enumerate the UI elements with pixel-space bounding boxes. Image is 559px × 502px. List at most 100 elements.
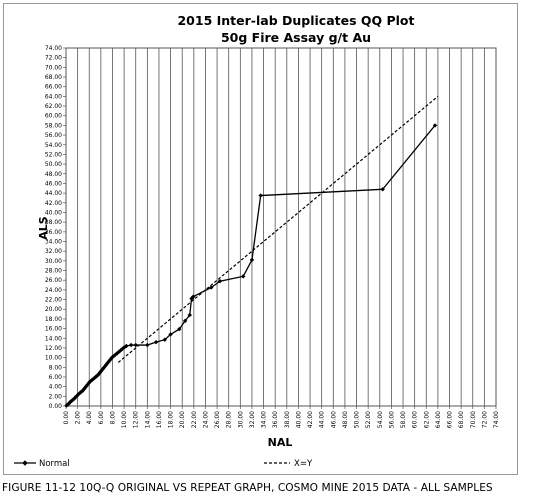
chart-frame xyxy=(3,3,518,475)
series-xy-line xyxy=(117,95,439,363)
data-point xyxy=(191,294,196,299)
x-tick-label: 38.00 xyxy=(284,411,291,428)
data-point xyxy=(145,342,150,348)
x-tick-label: 62.00 xyxy=(423,411,430,428)
x-tick-label: 66.00 xyxy=(447,411,454,428)
x-tick-label: 6.00 xyxy=(98,411,105,425)
y-tick-label: 26.00 xyxy=(45,277,62,284)
x-tick-label: 72.00 xyxy=(481,411,488,428)
y-tick-label: 58.00 xyxy=(45,122,62,129)
data-point xyxy=(114,351,120,356)
data-point xyxy=(187,312,192,318)
x-tick-label: 74.00 xyxy=(493,411,500,428)
y-tick-label: 36.00 xyxy=(45,229,62,236)
data-point xyxy=(162,337,167,342)
y-axis-ticks: 0.00 2.00 4.00 6.00 8.00 10.00 12.00 14.00 16.00… xyxy=(45,45,66,410)
data-point xyxy=(133,342,138,348)
x-tick-label: 20.00 xyxy=(179,411,186,428)
data-point xyxy=(107,358,112,363)
y-tick-label: 40.00 xyxy=(45,209,62,216)
y-tick-label: 0.00 xyxy=(49,403,63,410)
data-point xyxy=(380,187,385,192)
y-tick-label: 64.00 xyxy=(45,93,62,100)
legend-normal-marker xyxy=(22,460,28,466)
x-tick-label: 0.00 xyxy=(63,411,70,425)
y-tick-label: 38.00 xyxy=(45,219,62,226)
y-tick-label: 16.00 xyxy=(45,326,62,333)
series-layer xyxy=(64,95,439,408)
legend-xy-label: X=Y xyxy=(294,459,313,469)
x-tick-label: 70.00 xyxy=(470,411,477,428)
x-tick-label: 14.00 xyxy=(144,411,151,428)
x-tick-label: 36.00 xyxy=(272,411,279,428)
x-tick-label: 58.00 xyxy=(400,411,407,428)
plot-border xyxy=(65,47,497,407)
y-tick-label: 52.00 xyxy=(45,151,62,158)
figure-caption: FIGURE 11-12 10Q-Q ORIGINAL VS REPEAT GR… xyxy=(2,482,493,494)
data-point xyxy=(81,386,87,392)
legend: Normal X=Y xyxy=(14,459,313,469)
x-tick-label: 8.00 xyxy=(109,411,116,425)
y-tick-label: 32.00 xyxy=(45,248,62,255)
x-tick-label: 24.00 xyxy=(202,411,209,428)
x-tick-label: 16.00 xyxy=(156,411,163,428)
x-axis-ticks: 0.00 2.00 4.00 6.00 8.00 10.00 12.00 14.00 16.00… xyxy=(63,406,500,428)
chart-title: 2015 Inter-lab Duplicates QQ Plot xyxy=(177,13,414,28)
y-tick-label: 28.00 xyxy=(45,268,62,275)
data-point xyxy=(66,401,72,406)
y-tick-label: 46.00 xyxy=(45,180,62,187)
y-tick-label: 74.00 xyxy=(45,45,62,52)
x-tick-label: 34.00 xyxy=(261,411,268,428)
y-axis-label: ALS xyxy=(37,216,50,240)
y-tick-label: 24.00 xyxy=(45,287,62,294)
x-tick-label: 44.00 xyxy=(319,411,326,428)
x-tick-label: 18.00 xyxy=(168,411,175,428)
y-tick-label: 62.00 xyxy=(45,103,62,110)
y-tick-label: 50.00 xyxy=(45,161,62,168)
x-tick-label: 46.00 xyxy=(330,411,337,428)
x-tick-label: 40.00 xyxy=(295,411,302,428)
x-tick-label: 54.00 xyxy=(377,411,384,428)
data-point xyxy=(177,326,182,332)
y-tick-label: 12.00 xyxy=(45,345,62,352)
qq-plot-chart: 2015 Inter-lab Duplicates QQ Plot 50g Fi… xyxy=(14,13,500,469)
x-tick-label: 30.00 xyxy=(237,411,244,428)
data-point xyxy=(168,332,173,337)
y-tick-label: 68.00 xyxy=(45,74,62,81)
y-tick-label: 8.00 xyxy=(49,364,63,371)
data-point xyxy=(95,372,101,378)
y-tick-label: 56.00 xyxy=(45,132,62,139)
y-tick-label: 18.00 xyxy=(45,316,62,323)
y-tick-label: 60.00 xyxy=(45,113,62,120)
y-tick-label: 72.00 xyxy=(45,55,62,62)
x-tick-label: 22.00 xyxy=(191,411,198,428)
data-point xyxy=(96,371,102,376)
y-tick-label: 48.00 xyxy=(45,171,62,178)
x-tick-label: 50.00 xyxy=(354,411,361,428)
data-point xyxy=(128,342,134,348)
y-tick-label: 20.00 xyxy=(45,306,62,313)
x-tick-label: 2.00 xyxy=(75,411,82,425)
x-tick-label: 56.00 xyxy=(388,411,395,428)
data-point xyxy=(217,278,223,284)
y-tick-label: 22.00 xyxy=(45,297,62,304)
plot-area xyxy=(65,47,497,407)
y-tick-label: 6.00 xyxy=(49,374,63,381)
data-point xyxy=(209,285,214,290)
y-tick-label: 14.00 xyxy=(45,335,62,342)
data-point xyxy=(258,193,263,198)
x-tick-label: 12.00 xyxy=(133,411,140,428)
y-tick-label: 30.00 xyxy=(45,258,62,265)
x-tick-label: 10.00 xyxy=(121,411,128,428)
data-point xyxy=(124,343,129,349)
chart-subtitle: 50g Fire Assay g/t Au xyxy=(221,30,371,45)
x-tick-label: 68.00 xyxy=(458,411,465,428)
y-tick-label: 10.00 xyxy=(45,355,62,362)
y-tick-label: 2.00 xyxy=(49,393,63,400)
legend-normal-label: Normal xyxy=(39,459,70,469)
data-point xyxy=(153,339,159,345)
x-tick-label: 52.00 xyxy=(365,411,372,428)
y-tick-label: 70.00 xyxy=(45,64,62,71)
x-axis-label: NAL xyxy=(268,436,293,449)
data-point xyxy=(432,123,438,128)
